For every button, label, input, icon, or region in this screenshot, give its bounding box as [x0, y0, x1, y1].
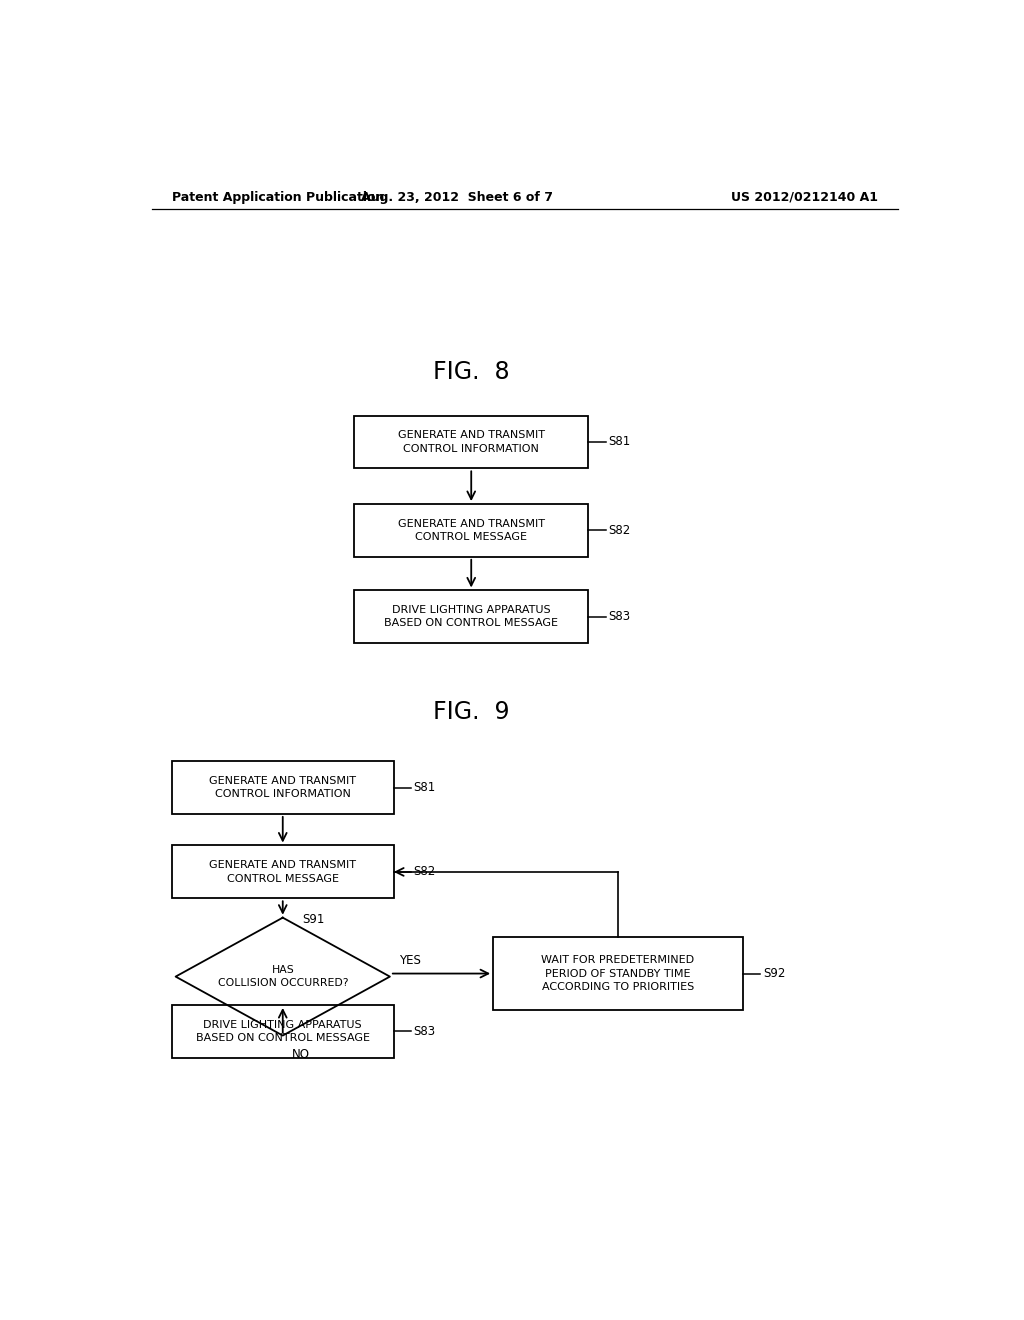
Text: S83: S83 — [414, 1026, 436, 1038]
Text: FIG.  8: FIG. 8 — [432, 360, 509, 384]
Text: DRIVE LIGHTING APPARATUS
BASED ON CONTROL MESSAGE: DRIVE LIGHTING APPARATUS BASED ON CONTRO… — [384, 605, 558, 628]
Text: Aug. 23, 2012  Sheet 6 of 7: Aug. 23, 2012 Sheet 6 of 7 — [361, 190, 553, 203]
FancyBboxPatch shape — [172, 762, 394, 814]
Text: YES: YES — [399, 954, 421, 968]
Text: S82: S82 — [414, 866, 436, 878]
Text: S81: S81 — [608, 436, 631, 449]
Text: DRIVE LIGHTING APPARATUS
BASED ON CONTROL MESSAGE: DRIVE LIGHTING APPARATUS BASED ON CONTRO… — [196, 1020, 370, 1043]
Text: GENERATE AND TRANSMIT
CONTROL INFORMATION: GENERATE AND TRANSMIT CONTROL INFORMATIO… — [397, 430, 545, 454]
Text: Patent Application Publication: Patent Application Publication — [172, 190, 384, 203]
Text: GENERATE AND TRANSMIT
CONTROL MESSAGE: GENERATE AND TRANSMIT CONTROL MESSAGE — [209, 861, 356, 883]
Text: S92: S92 — [763, 968, 785, 979]
FancyBboxPatch shape — [354, 590, 588, 643]
Text: NO: NO — [292, 1048, 310, 1061]
FancyBboxPatch shape — [354, 504, 588, 557]
FancyBboxPatch shape — [354, 416, 588, 469]
FancyBboxPatch shape — [172, 846, 394, 899]
Text: GENERATE AND TRANSMIT
CONTROL INFORMATION: GENERATE AND TRANSMIT CONTROL INFORMATIO… — [209, 776, 356, 799]
Text: HAS
COLLISION OCCURRED?: HAS COLLISION OCCURRED? — [217, 965, 348, 989]
Text: S91: S91 — [303, 913, 325, 925]
FancyBboxPatch shape — [494, 937, 743, 1010]
Text: WAIT FOR PREDETERMINED
PERIOD OF STANDBY TIME
ACCORDING TO PRIORITIES: WAIT FOR PREDETERMINED PERIOD OF STANDBY… — [542, 956, 694, 991]
Text: US 2012/0212140 A1: US 2012/0212140 A1 — [731, 190, 878, 203]
Text: S81: S81 — [414, 781, 436, 795]
FancyBboxPatch shape — [172, 1005, 394, 1057]
Text: GENERATE AND TRANSMIT
CONTROL MESSAGE: GENERATE AND TRANSMIT CONTROL MESSAGE — [397, 519, 545, 543]
Text: FIG.  9: FIG. 9 — [432, 701, 509, 725]
Text: S82: S82 — [608, 524, 631, 537]
Polygon shape — [176, 917, 390, 1036]
Text: S83: S83 — [608, 610, 630, 623]
